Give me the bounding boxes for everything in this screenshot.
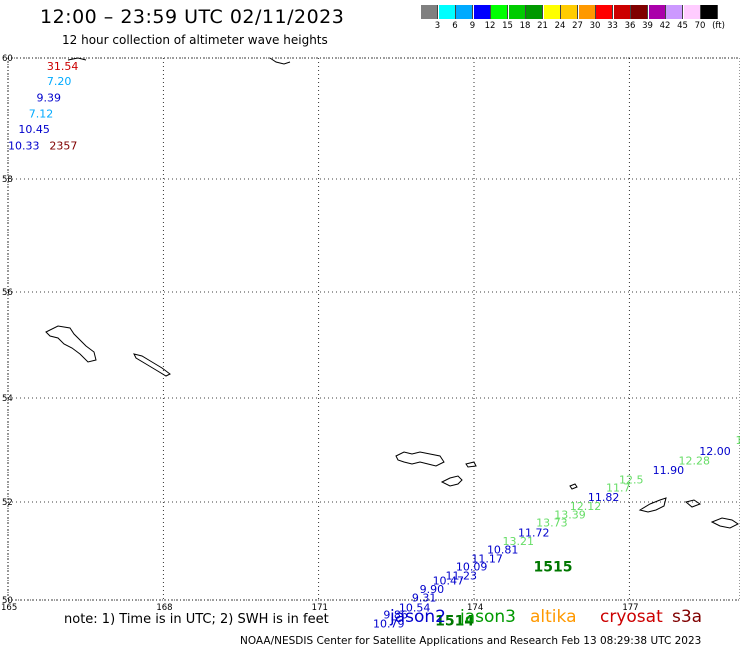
latitude-label: 52 <box>2 498 13 508</box>
scale-swatch <box>648 5 666 19</box>
wave-height-value: 9.39 <box>36 92 61 105</box>
wave-height-value: 10.33 <box>8 139 40 152</box>
wave-height-value: 13.39 <box>554 509 586 522</box>
scale-swatch <box>701 5 718 19</box>
satellite-legend-jason3: jason3 <box>460 607 516 627</box>
coastline-segment <box>269 57 291 65</box>
scale-swatch <box>508 5 526 19</box>
scale-tick-label: 33 <box>607 21 618 31</box>
observation-time-label: 1514 <box>435 613 474 629</box>
wave-height-value: 11.82 <box>588 491 620 504</box>
island-coastline <box>638 497 667 513</box>
scale-tick-label: 42 <box>659 21 671 31</box>
scale-tick-label: 6 <box>452 21 458 31</box>
wave-height-value: 10.81 <box>487 543 519 556</box>
scale-tick-label: 36 <box>624 21 636 31</box>
scale-swatch <box>596 5 613 19</box>
scale-tick-label: 12 <box>484 21 496 31</box>
coastline-segment <box>67 57 87 61</box>
map-title: 12:00 – 23:59 UTC 02/11/2023 <box>40 6 345 28</box>
wave-height-value: 9.90 <box>420 583 445 596</box>
scale-swatch <box>631 5 648 19</box>
scale-swatch <box>578 5 596 19</box>
wave-height-value: 11.72 <box>518 526 550 539</box>
wave-height-value: 10.47 <box>433 574 465 587</box>
footer-credit: NOAA/NESDIS Center for Satellite Applica… <box>240 635 702 647</box>
scale-tick-label: 21 <box>537 21 548 31</box>
units-note: note: 1) Time is in UTC; 2) SWH is in fe… <box>64 612 329 627</box>
scale-tick-label: 9 <box>469 21 476 31</box>
scale-swatch <box>561 5 578 19</box>
island-coastline <box>133 353 171 377</box>
wave-height-value: 12.28 <box>679 455 711 468</box>
wave-height-value: 10.54 <box>399 601 431 614</box>
wave-height-value: 12.5 <box>619 473 644 486</box>
wave-height-value: 12.00 <box>699 445 731 458</box>
satellite-legend-s3a: s3a <box>672 607 703 627</box>
latitude-label: 50 <box>2 596 13 606</box>
wave-height-value: 11.23 <box>446 569 478 582</box>
longitude-label: 174 <box>467 603 483 613</box>
longitude-label: 168 <box>156 603 172 613</box>
island-coastline <box>465 461 477 468</box>
scale-swatch <box>543 5 561 19</box>
wave-height-value: 10.79 <box>373 617 405 630</box>
scale-swatch <box>438 5 456 19</box>
scale-tick-label: 15 <box>502 21 513 31</box>
map-frame <box>7 57 740 601</box>
wave-height-value: 12.12 <box>570 500 602 513</box>
wave-height-value: 11.90 <box>653 464 685 477</box>
wave-height-color-scale: 3 6 9 12 15 18 21 24 27 30 33 36 39 42 45 70 (ft) <box>421 5 727 33</box>
wave-height-value: 13.21 <box>502 535 534 548</box>
latitude-label: 54 <box>2 394 13 404</box>
satellite-legend-cryosat: cryosat <box>600 607 663 627</box>
wave-height-value: 9.31 <box>412 591 437 604</box>
island-coastline <box>45 325 97 363</box>
wave-height-value: 31.54 <box>47 60 78 73</box>
satellite-legend-altika: altika <box>530 607 577 627</box>
scale-tick-label: 39 <box>642 21 653 31</box>
island-coastline <box>440 475 463 487</box>
scale-swatch <box>473 5 491 19</box>
wave-height-value: 9.86 <box>383 609 408 622</box>
scale-tick-label: 24 <box>554 21 566 31</box>
scale-swatch <box>526 5 543 19</box>
longitude-label: 177 <box>622 603 638 613</box>
scale-tick-label: 18 <box>519 21 531 31</box>
scale-swatch <box>456 5 473 19</box>
latitude-label: 58 <box>2 175 13 185</box>
scale-unit: (ft) <box>712 21 725 31</box>
scale-swatch <box>613 5 631 19</box>
scale-tick-label: 45 <box>677 21 688 31</box>
wave-height-value: 7.12 <box>29 107 54 120</box>
satellite-legend-jason2: jason2 <box>390 607 446 627</box>
scale-tick-label: 27 <box>572 21 583 31</box>
wave-height-value: 12.74 <box>735 434 740 447</box>
island-coastline <box>684 499 702 508</box>
wave-height-value: 11.7 <box>606 482 631 495</box>
scale-swatch <box>421 5 438 19</box>
scale-swatch <box>683 5 701 19</box>
wave-height-value: 2357 <box>49 139 77 152</box>
island-coastline <box>710 517 739 529</box>
scale-swatch <box>491 5 508 19</box>
map-subtitle: 12 hour collection of altimeter wave hei… <box>62 33 328 47</box>
longitude-label: 171 <box>312 603 328 613</box>
scale-tick-label: 30 <box>589 21 601 31</box>
scale-tick-label: 70 <box>694 21 706 31</box>
longitude-label: 165 <box>1 603 17 613</box>
wave-height-value: 11.17 <box>471 552 503 565</box>
latitude-label: 56 <box>2 288 13 298</box>
observation-time-label: 1515 <box>534 560 573 576</box>
wave-height-value: 10.45 <box>18 123 49 136</box>
scale-tick-label: 3 <box>434 21 441 31</box>
latitude-label: 60 <box>2 54 13 64</box>
wave-height-value: 13.73 <box>536 517 568 530</box>
island-coastline <box>569 483 578 490</box>
scale-swatch <box>666 5 683 19</box>
wave-height-value: 7.20 <box>47 75 71 88</box>
island-coastline <box>395 451 445 467</box>
wave-height-value: 10.09 <box>456 561 488 574</box>
